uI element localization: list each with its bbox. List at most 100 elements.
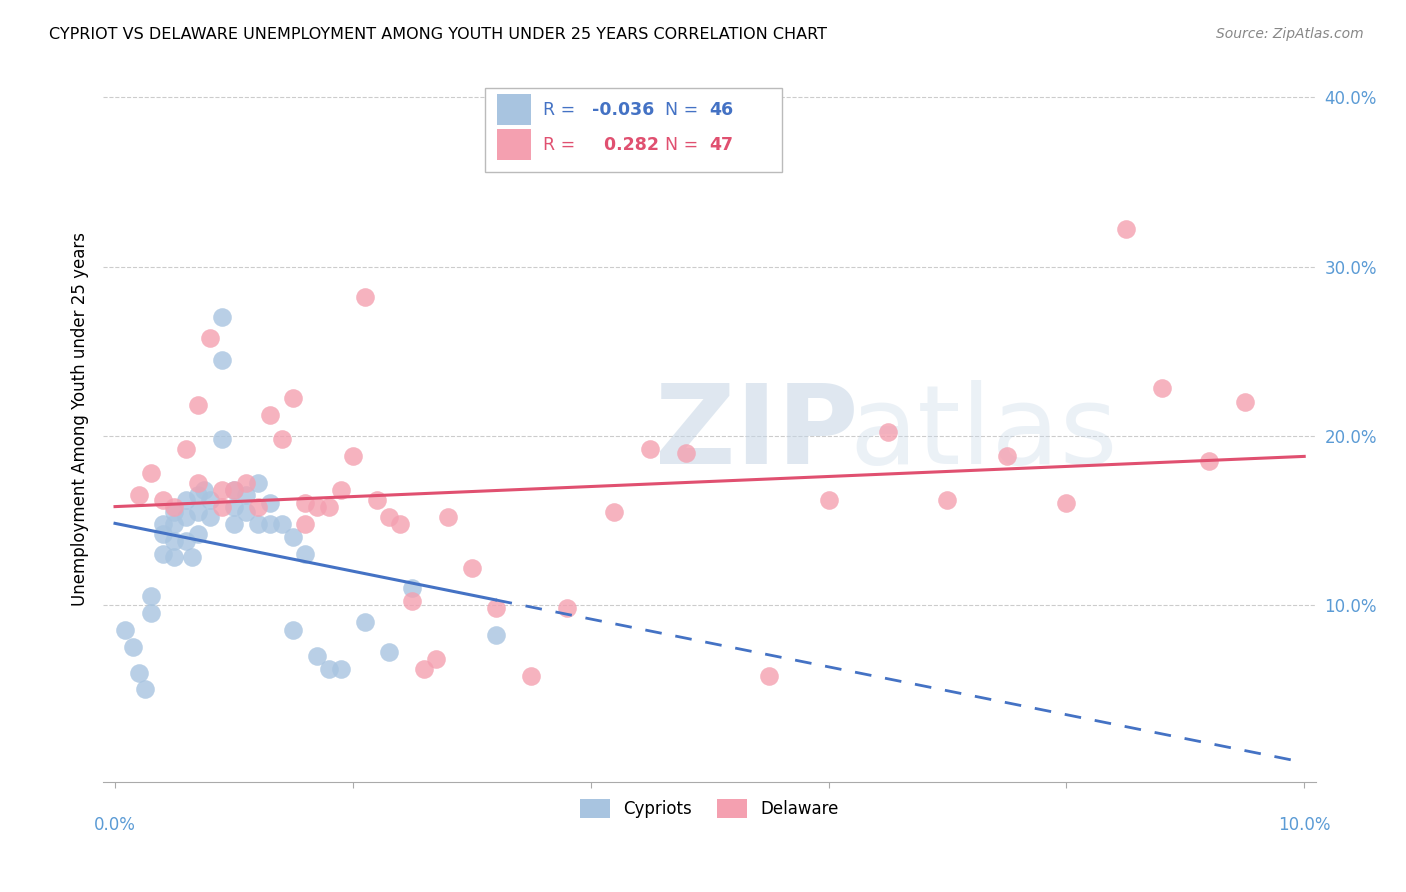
Point	[413, 662, 436, 676]
Point	[318, 500, 340, 514]
Point	[1198, 454, 1220, 468]
Point	[1233, 395, 1256, 409]
Point	[222, 516, 245, 531]
Point	[152, 493, 174, 508]
Point	[246, 476, 269, 491]
Point	[307, 648, 329, 663]
Text: 0.282: 0.282	[592, 136, 659, 153]
Point	[152, 516, 174, 531]
Text: N =: N =	[665, 136, 703, 153]
Point	[211, 500, 233, 514]
Point	[187, 488, 209, 502]
Point	[222, 483, 245, 497]
Point	[318, 662, 340, 676]
Legend: Cypriots, Delaware: Cypriots, Delaware	[574, 792, 845, 825]
Point	[936, 493, 959, 508]
Point	[114, 624, 136, 638]
Point	[211, 432, 233, 446]
Text: R =: R =	[544, 101, 581, 119]
Point	[176, 493, 198, 508]
Point	[1150, 381, 1173, 395]
Text: 10.0%: 10.0%	[1278, 816, 1330, 834]
Point	[294, 496, 316, 510]
Point	[222, 483, 245, 497]
Point	[198, 330, 221, 344]
Point	[437, 509, 460, 524]
Point	[283, 392, 305, 406]
Point	[342, 449, 364, 463]
Point	[176, 442, 198, 457]
Point	[187, 476, 209, 491]
Y-axis label: Unemployment Among Youth under 25 years: Unemployment Among Youth under 25 years	[72, 232, 89, 606]
Point	[246, 516, 269, 531]
Point	[211, 310, 233, 325]
Text: CYPRIOT VS DELAWARE UNEMPLOYMENT AMONG YOUTH UNDER 25 YEARS CORRELATION CHART: CYPRIOT VS DELAWARE UNEMPLOYMENT AMONG Y…	[49, 27, 827, 42]
Point	[817, 493, 839, 508]
Point	[121, 640, 143, 654]
Point	[377, 509, 399, 524]
Point	[163, 550, 186, 565]
Point	[259, 516, 281, 531]
Point	[222, 500, 245, 514]
Point	[152, 526, 174, 541]
Text: 47: 47	[710, 136, 734, 153]
Point	[520, 669, 543, 683]
Point	[425, 652, 447, 666]
Text: 0.0%: 0.0%	[94, 816, 136, 834]
Point	[758, 669, 780, 683]
Point	[389, 516, 412, 531]
Point	[198, 509, 221, 524]
Point	[484, 601, 506, 615]
Text: ZIP: ZIP	[655, 380, 859, 487]
Text: -0.036: -0.036	[592, 101, 654, 119]
Point	[139, 607, 162, 621]
Point	[307, 500, 329, 514]
Point	[401, 581, 423, 595]
Point	[163, 533, 186, 548]
Point	[353, 290, 375, 304]
Point	[283, 624, 305, 638]
Point	[638, 442, 661, 457]
Text: R =: R =	[544, 136, 581, 153]
Point	[176, 509, 198, 524]
Point	[235, 505, 257, 519]
FancyBboxPatch shape	[485, 88, 782, 171]
Point	[366, 493, 388, 508]
Point	[139, 590, 162, 604]
Point	[187, 505, 209, 519]
Point	[181, 550, 204, 565]
Text: Source: ZipAtlas.com: Source: ZipAtlas.com	[1216, 27, 1364, 41]
Point	[283, 530, 305, 544]
Point	[163, 516, 186, 531]
FancyBboxPatch shape	[498, 129, 531, 160]
Point	[401, 594, 423, 608]
FancyBboxPatch shape	[498, 95, 531, 125]
Point	[330, 662, 353, 676]
Point	[198, 493, 221, 508]
Text: 46: 46	[710, 101, 734, 119]
Point	[461, 560, 484, 574]
Point	[259, 496, 281, 510]
Point	[675, 445, 697, 459]
Point	[259, 409, 281, 423]
Point	[1115, 222, 1137, 236]
Point	[235, 488, 257, 502]
Point	[193, 483, 215, 497]
Point	[603, 505, 626, 519]
Point	[353, 615, 375, 629]
Point	[1054, 496, 1077, 510]
Point	[211, 352, 233, 367]
Point	[235, 476, 257, 491]
Text: N =: N =	[665, 101, 703, 119]
Point	[187, 526, 209, 541]
Point	[377, 645, 399, 659]
Point	[187, 398, 209, 412]
Point	[294, 516, 316, 531]
Point	[270, 516, 292, 531]
Point	[484, 628, 506, 642]
Point	[176, 533, 198, 548]
Point	[877, 425, 900, 440]
Point	[163, 500, 186, 514]
Point	[246, 500, 269, 514]
Point	[163, 505, 186, 519]
